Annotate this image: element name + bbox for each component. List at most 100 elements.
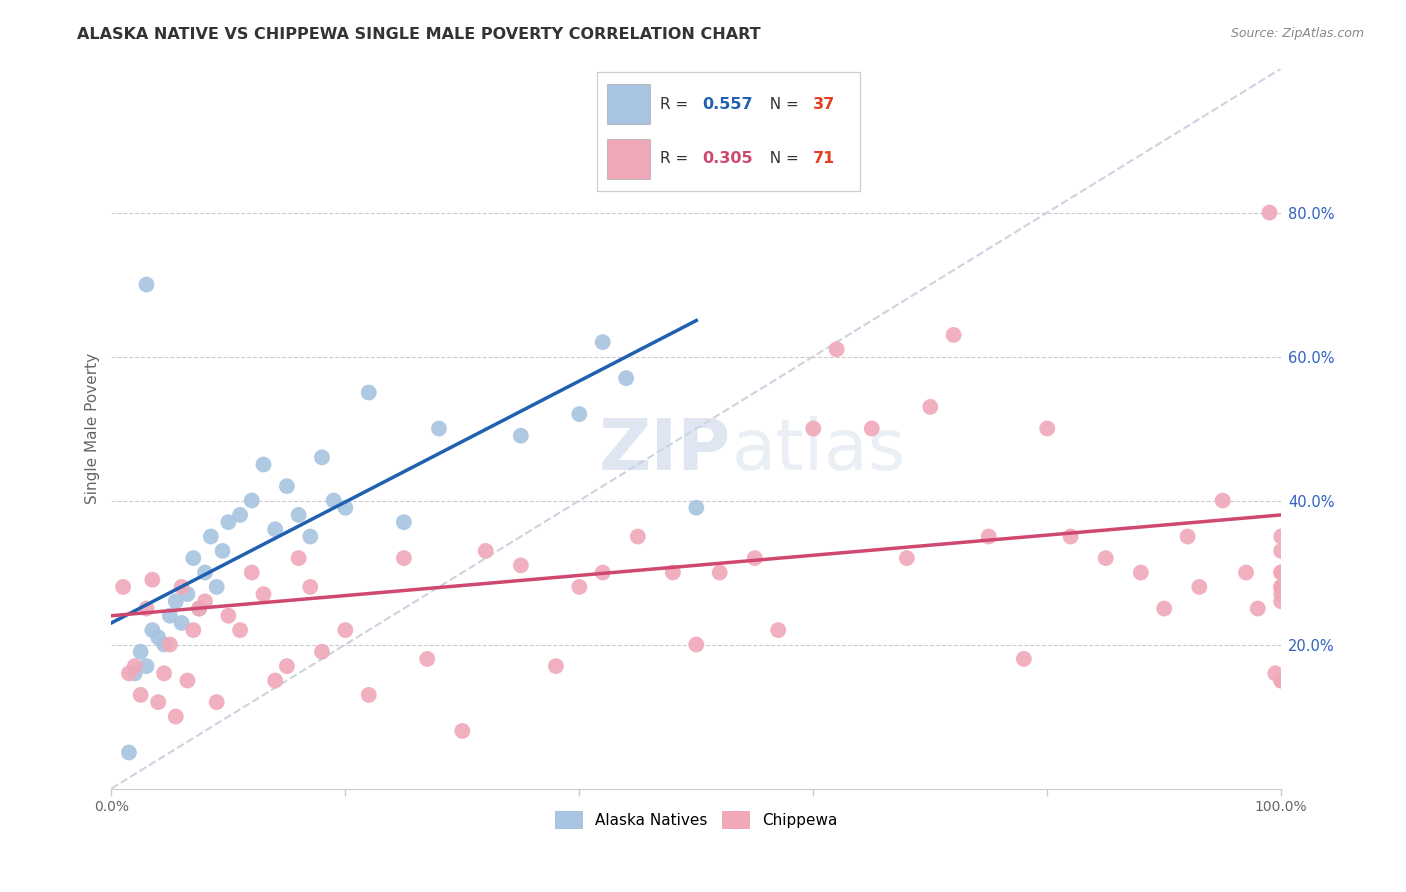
Point [188,601,211,615]
Point [194,594,217,608]
Point [194,566,217,580]
Point [592,335,614,350]
Point [392,515,415,529]
Point [1270,673,1292,688]
Point [1270,673,1292,688]
Point [1264,666,1286,681]
Point [801,421,824,435]
Point [709,566,731,580]
Point [825,343,848,357]
Point [170,615,193,630]
Point [299,529,322,543]
Text: Source: ZipAtlas.com: Source: ZipAtlas.com [1230,27,1364,40]
Point [153,638,176,652]
Text: ZIP: ZIP [599,416,731,484]
Point [942,327,965,342]
Point [1129,566,1152,580]
Point [1270,580,1292,594]
Point [1270,580,1292,594]
Point [1234,566,1257,580]
Point [229,508,252,522]
Point [287,551,309,566]
Point [568,407,591,421]
Text: ALASKA NATIVE VS CHIPPEWA SINGLE MALE POVERTY CORRELATION CHART: ALASKA NATIVE VS CHIPPEWA SINGLE MALE PO… [77,27,761,42]
Point [357,385,380,400]
Y-axis label: Single Male Poverty: Single Male Poverty [86,353,100,504]
Point [427,421,450,435]
Point [1258,205,1281,219]
Point [176,673,198,688]
Point [544,659,567,673]
Point [1270,544,1292,558]
Point [1270,566,1292,580]
Point [229,623,252,637]
Point [287,508,309,522]
Point [135,601,157,615]
Point [627,529,650,543]
Point [124,659,146,673]
Point [592,566,614,580]
Point [509,428,531,442]
Point [1212,493,1234,508]
Point [148,695,170,709]
Point [614,371,637,385]
Point [112,580,135,594]
Point [977,529,1000,543]
Point [335,500,357,515]
Point [392,551,415,566]
Point [141,573,163,587]
Point [240,566,263,580]
Point [170,580,193,594]
Point [509,558,531,573]
Point [1153,601,1175,615]
Point [896,551,918,566]
Point [416,652,439,666]
Point [1177,529,1199,543]
Point [920,400,942,414]
Text: atlas: atlas [731,416,905,484]
Point [474,544,496,558]
Point [217,515,239,529]
Point [685,500,707,515]
Point [1059,529,1081,543]
Point [685,638,707,652]
Point [118,666,141,681]
Point [1247,601,1270,615]
Point [181,623,204,637]
Point [335,623,357,637]
Point [1270,566,1292,580]
Point [188,601,211,615]
Point [357,688,380,702]
Point [662,566,685,580]
Point [153,666,176,681]
Point [165,594,187,608]
Point [205,580,228,594]
Point [276,659,298,673]
Point [1036,421,1059,435]
Point [1270,594,1292,608]
Point [311,450,333,465]
Point [176,587,198,601]
Point [211,544,233,558]
Point [860,421,883,435]
Point [129,645,152,659]
Point [124,666,146,681]
Point [118,746,141,760]
Point [451,723,474,738]
Point [205,695,228,709]
Point [1270,587,1292,601]
Point [1094,551,1116,566]
Point [135,277,157,292]
Point [299,580,322,594]
Point [217,608,239,623]
Point [159,638,181,652]
Point [135,659,157,673]
Point [159,608,181,623]
Point [252,587,274,601]
Point [264,673,287,688]
Point [129,688,152,702]
Point [311,645,333,659]
Point [252,458,274,472]
Point [744,551,766,566]
Point [141,623,163,637]
